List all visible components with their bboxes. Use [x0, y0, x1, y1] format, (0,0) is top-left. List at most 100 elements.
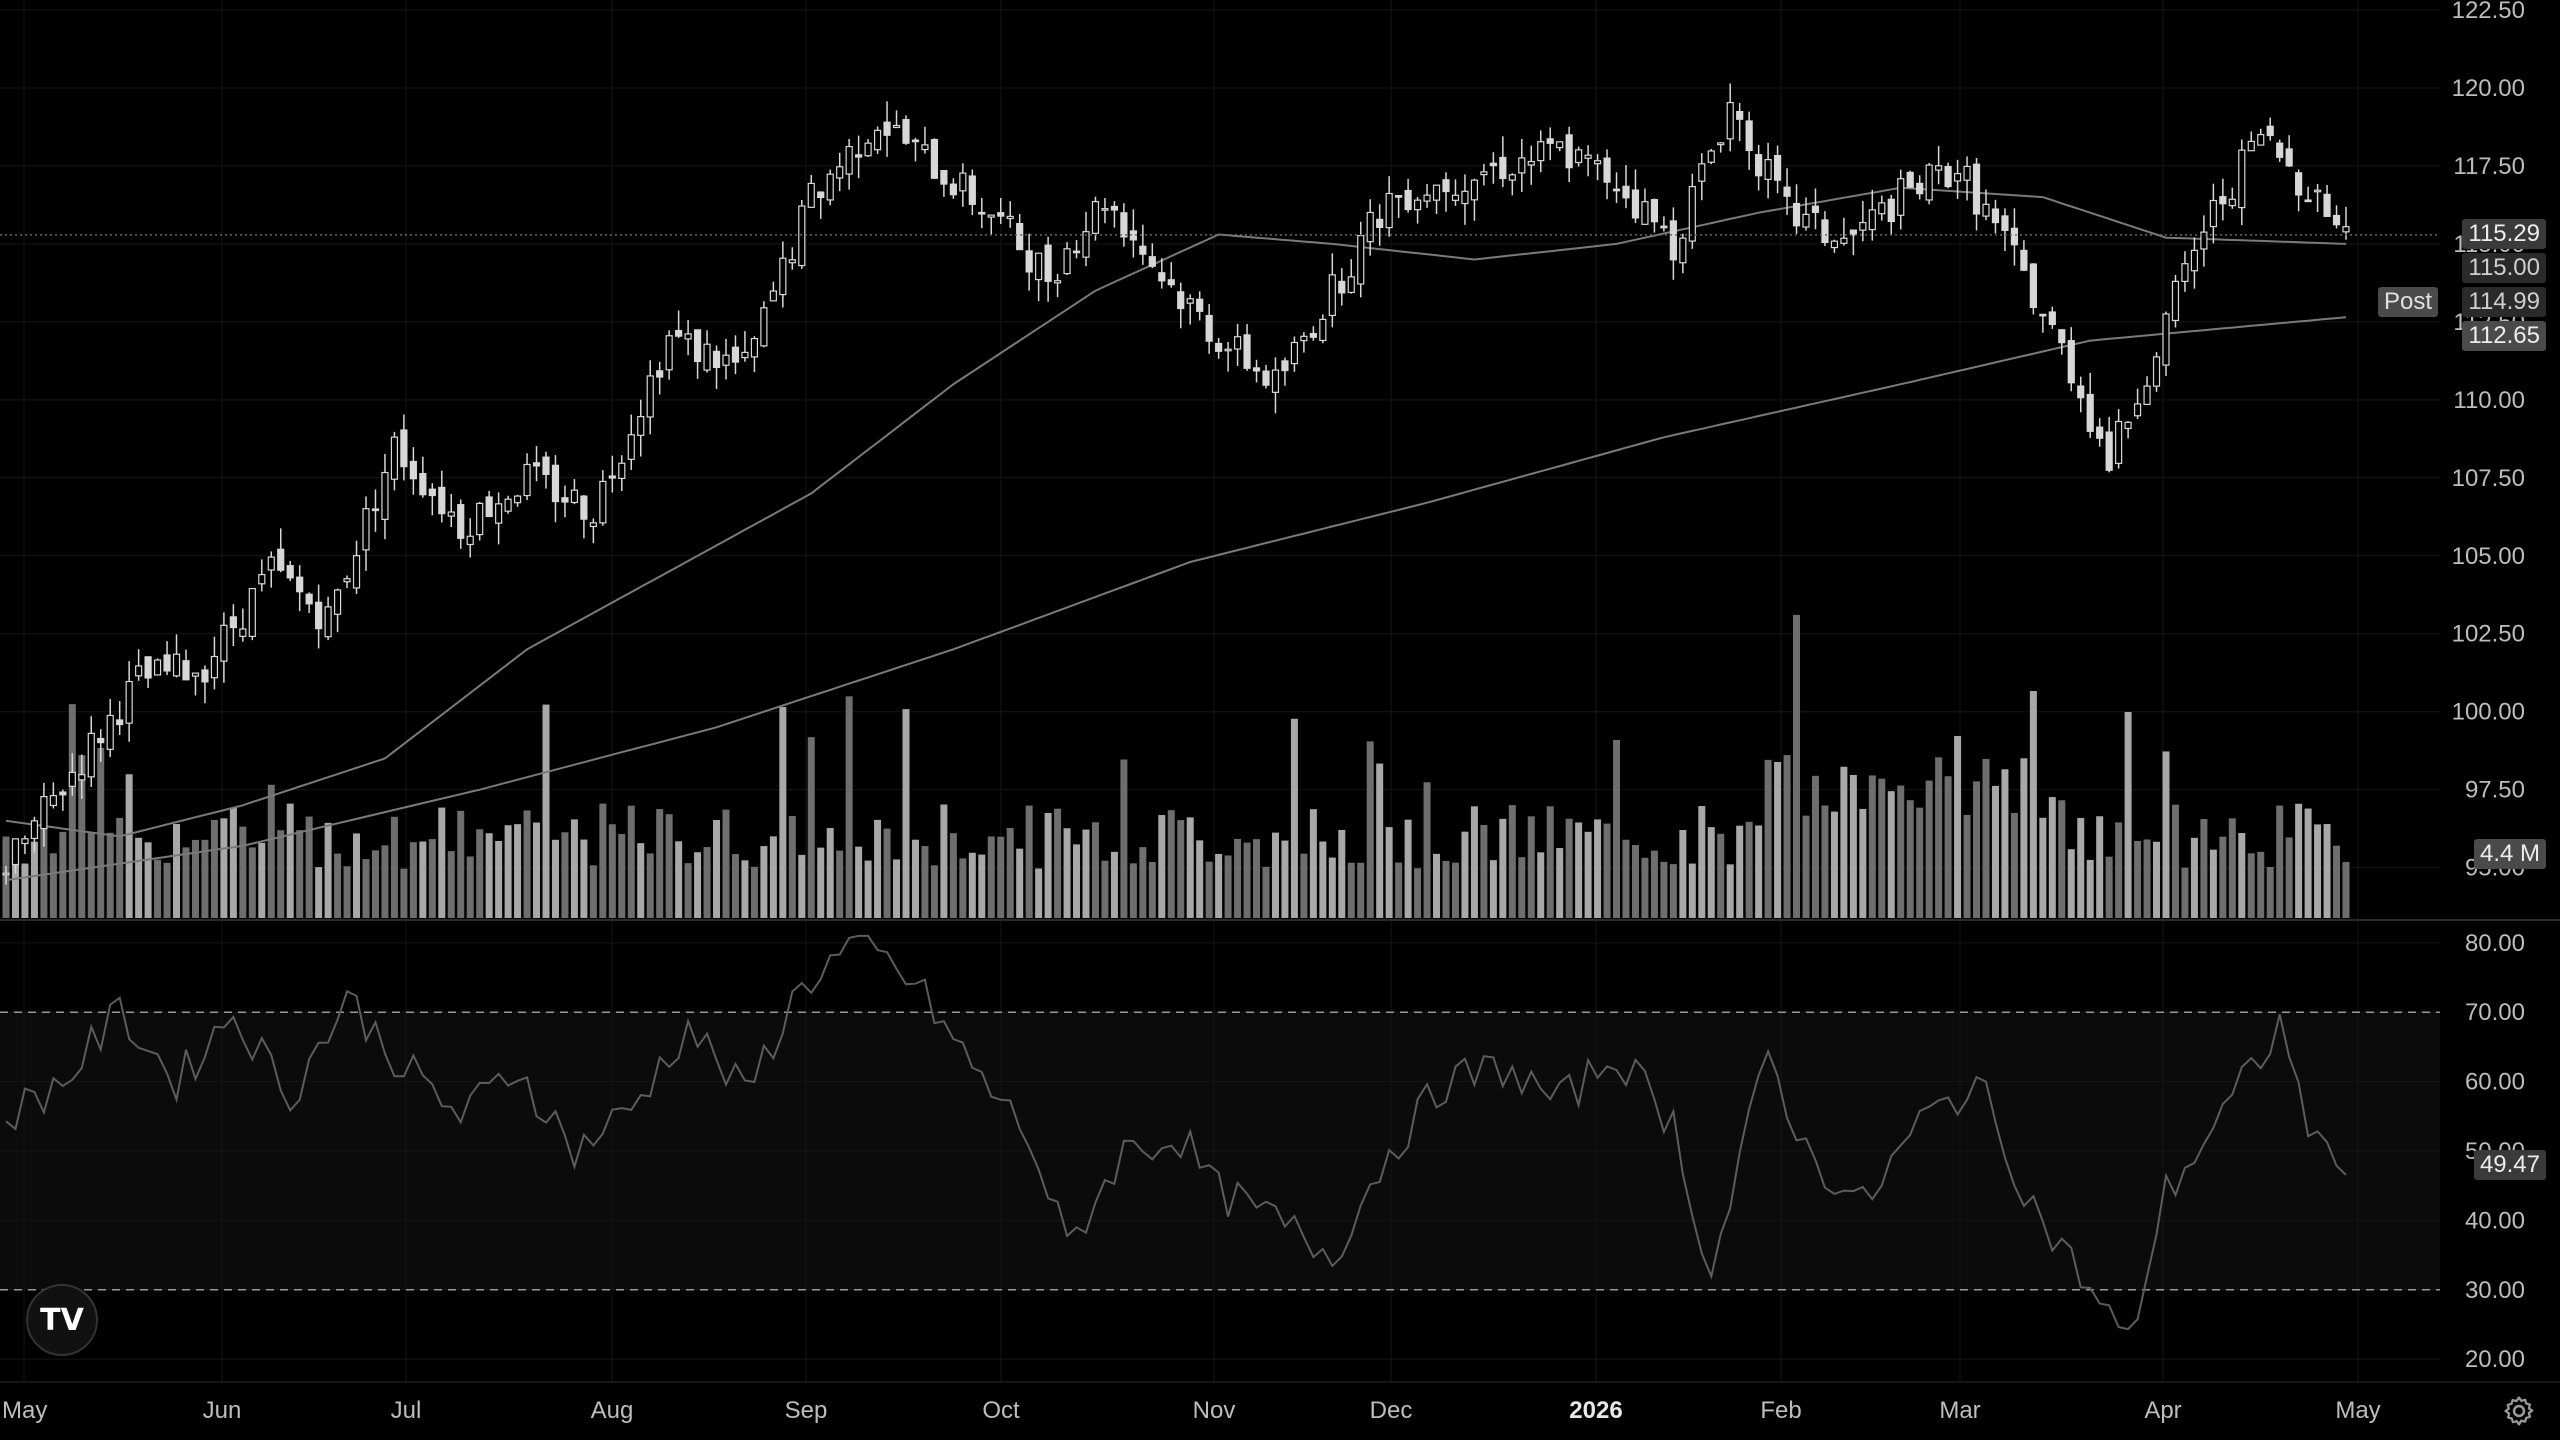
volume-bar	[1423, 782, 1431, 918]
volume-bar	[40, 825, 48, 918]
candle-body	[1688, 186, 1696, 242]
volume-bar	[2124, 712, 2132, 918]
candle-body	[1537, 141, 1545, 162]
volume-bar	[1669, 864, 1677, 918]
volume-bar	[1991, 785, 1999, 918]
volume-bar	[476, 829, 484, 918]
candle-body	[1347, 276, 1355, 293]
volume-bar	[1300, 853, 1308, 918]
candle-body	[1044, 244, 1052, 282]
volume-bar	[845, 696, 853, 918]
volume-bar	[949, 833, 957, 918]
candle-body	[1736, 110, 1744, 120]
volume-bar	[627, 805, 635, 918]
volume-bar	[1404, 819, 1412, 918]
volume-bar	[608, 824, 616, 918]
candle-body	[2152, 356, 2161, 387]
candle-body	[1963, 165, 1971, 181]
candle-body	[2295, 172, 2303, 196]
candle-body	[608, 475, 616, 479]
candle-body	[2124, 421, 2132, 430]
time-tick-label: Mar	[1939, 1397, 1980, 1424]
volume-bar	[2010, 812, 2018, 918]
volume-bar	[1461, 831, 1469, 918]
candle-body	[1328, 274, 1336, 317]
candle-body	[1053, 280, 1062, 284]
volume-bar	[940, 804, 948, 918]
volume-bar	[599, 803, 607, 918]
gear-icon[interactable]	[2502, 1394, 2536, 1428]
volume-bar	[277, 830, 285, 918]
candle-body	[305, 593, 313, 605]
volume-bar	[1253, 839, 1261, 918]
volume-bar	[2086, 859, 2094, 918]
volume-bar	[2105, 856, 2113, 918]
logo-text: TV	[40, 1302, 84, 1338]
candle-body	[1755, 154, 1763, 177]
volume-bar	[902, 709, 910, 918]
candle-body	[1300, 335, 1308, 342]
volume-bar	[2153, 841, 2161, 918]
volume-bar	[1319, 841, 1327, 918]
volume-bar	[1736, 825, 1744, 918]
rsi-tick-label: 80.00	[2465, 930, 2525, 957]
candle-body	[513, 495, 522, 504]
candle-body	[324, 606, 332, 638]
volume-bar	[1451, 862, 1459, 918]
volume-bar	[324, 822, 332, 918]
volume-bar	[87, 832, 95, 918]
candle-body	[656, 370, 664, 378]
candle-body	[97, 737, 105, 744]
candle-body	[1158, 272, 1166, 282]
volume-bar	[1091, 822, 1099, 918]
volume-bar	[570, 819, 578, 918]
volume-bar	[2058, 800, 2066, 918]
candle-body	[30, 820, 39, 840]
candle-body	[1650, 199, 1659, 223]
volume-bar	[656, 809, 664, 918]
candle-body	[2086, 393, 2094, 432]
candle-body	[997, 212, 1005, 217]
volume-bar	[182, 847, 190, 918]
candle-body	[21, 838, 29, 845]
volume-bar	[855, 846, 863, 918]
candle-body	[817, 191, 825, 199]
volume-bar	[542, 704, 550, 918]
volume-bar	[1243, 842, 1251, 918]
candle-body	[1575, 149, 1583, 164]
volume-bar	[2304, 808, 2312, 918]
volume-bar	[447, 851, 455, 918]
volume-bar	[495, 841, 503, 918]
candle-body	[68, 771, 76, 787]
candle-body	[930, 139, 939, 179]
rsi-line	[5, 934, 2347, 1331]
candle-body	[1489, 162, 1497, 167]
price-tick-label: 107.50	[2452, 465, 2525, 492]
volume-bar	[779, 707, 787, 918]
candle-body	[1859, 221, 1867, 231]
candle-body	[352, 555, 361, 589]
candle-body	[1830, 240, 1839, 249]
tradingview-logo-icon[interactable]: TV	[26, 1284, 98, 1356]
volume-bar	[959, 858, 967, 918]
volume-bar	[2067, 849, 2075, 918]
volume-bar	[258, 842, 266, 918]
candle-body	[2209, 199, 2217, 228]
volume-bar	[1603, 823, 1611, 918]
volume-bar	[1821, 805, 1829, 918]
volume-bar	[665, 814, 673, 918]
volume-bar	[769, 836, 777, 918]
price-tick-label: 117.50	[2453, 153, 2525, 180]
volume-bar	[1594, 819, 1602, 918]
volume-bar	[2257, 851, 2265, 918]
volume-bar	[817, 847, 825, 918]
volume-bar	[1631, 845, 1639, 918]
volume-bar	[1262, 866, 1270, 918]
candle-body	[1792, 202, 1801, 227]
candle-body	[1565, 134, 1573, 169]
candle-body	[2200, 231, 2208, 250]
volume-bar	[1755, 825, 1763, 918]
candle-body	[1698, 163, 1706, 182]
